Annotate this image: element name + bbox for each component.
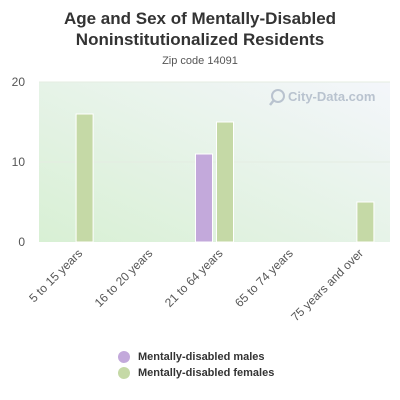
x-tick-label: 75 years and over bbox=[288, 246, 366, 324]
legend-label-males: Mentally-disabled males bbox=[138, 351, 265, 363]
x-tick-label: 5 to 15 years bbox=[26, 246, 85, 305]
x-axis-ticks: 5 to 15 years 16 to 20 years 21 to 64 year… bbox=[26, 246, 366, 324]
bars bbox=[75, 113, 375, 243]
legend: Mentally-disabled males Mentally-disable… bbox=[118, 349, 274, 381]
legend-item-females: Mentally-disabled females bbox=[118, 365, 274, 381]
x-tick-label: 21 to 64 years bbox=[162, 246, 226, 310]
bar-females bbox=[356, 201, 375, 243]
y-tick-label: 10 bbox=[12, 155, 26, 169]
bar-females bbox=[75, 113, 94, 243]
y-tick-label: 0 bbox=[18, 235, 25, 249]
x-tick-label: 16 to 20 years bbox=[92, 246, 156, 310]
legend-label-females: Mentally-disabled females bbox=[138, 367, 275, 379]
legend-swatch-males bbox=[118, 351, 130, 363]
legend-swatch-females bbox=[118, 367, 130, 379]
watermark: City-Data.com bbox=[269, 89, 375, 106]
watermark-magnifier-icon bbox=[271, 89, 285, 103]
watermark-magnifier-handle bbox=[269, 99, 275, 106]
chart-subtitle: Zip code 14091 bbox=[162, 55, 238, 67]
bar-males bbox=[195, 153, 213, 243]
y-axis-ticks: 0 10 20 bbox=[12, 75, 26, 249]
chart-title: Age and Sex of Mentally-Disabled Noninst… bbox=[63, 9, 337, 49]
grid-lines bbox=[39, 81, 390, 163]
bar-females bbox=[216, 121, 234, 243]
legend-item-males: Mentally-disabled males bbox=[118, 349, 274, 365]
y-tick-label: 20 bbox=[12, 75, 26, 89]
watermark-text: City-Data.com bbox=[288, 89, 375, 104]
x-tick-label: 65 to 74 years bbox=[232, 246, 296, 310]
